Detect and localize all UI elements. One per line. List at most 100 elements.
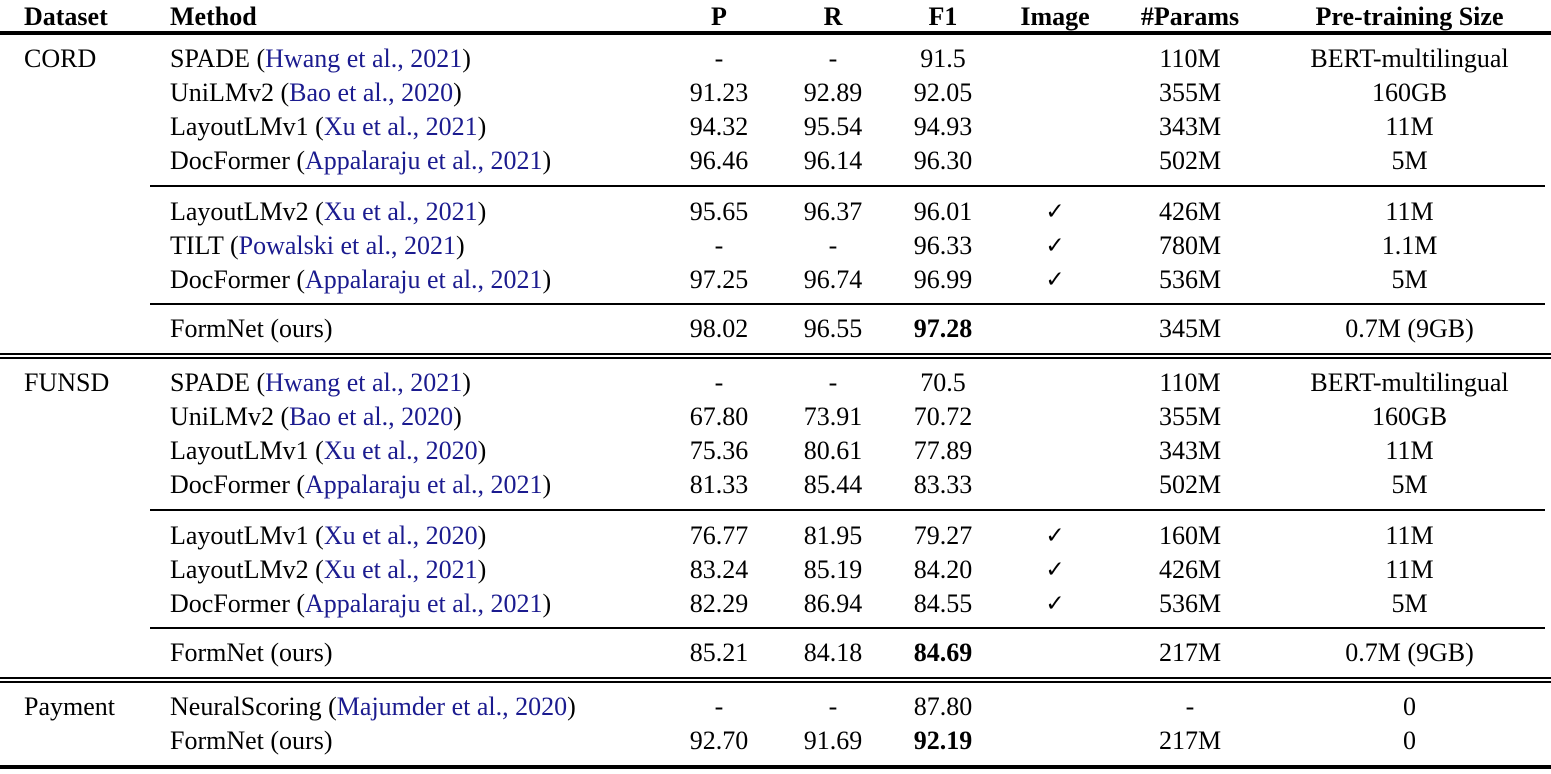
column-header-pretraining-size: Pre-training Size	[1315, 2, 1504, 31]
cell-f1: 91.5	[888, 42, 998, 76]
p-value: 97.25	[689, 264, 749, 294]
cell-f1: 79.27	[888, 519, 998, 553]
r-value: 96.74	[803, 264, 863, 294]
method-name-suffix: )	[453, 78, 462, 107]
f1-value: 94.93	[913, 112, 973, 141]
cell-p: 75.36	[660, 434, 778, 468]
citation-link[interactable]: Majumder et al., 2020	[336, 692, 568, 721]
params-value: 502M	[1158, 470, 1222, 499]
params-value: 426M	[1158, 196, 1222, 226]
cell-pretraining-size: 160GB	[1268, 76, 1551, 110]
cell-params: 355M	[1112, 76, 1268, 110]
params-value: 502M	[1158, 146, 1222, 175]
citation-link[interactable]: Appalaraju et al., 2021	[305, 588, 543, 618]
method-name-suffix: )	[455, 230, 465, 260]
cell-pretraining-size: 5M	[1268, 263, 1551, 297]
f1-value: 92.19	[913, 726, 973, 755]
f1-value: 70.72	[913, 402, 973, 431]
cell-p: 85.21	[660, 636, 778, 670]
table-row: FormNet (ours) 98.02 96.55 97.28 345M 0.7M (9…	[0, 312, 1551, 346]
cell-dataset: CORD	[0, 42, 165, 76]
cell-pretraining-size: 5M	[1268, 144, 1551, 178]
section-divider-rule	[0, 677, 1551, 683]
f1-value: 83.33	[913, 470, 973, 499]
cell-params: 780M	[1112, 229, 1268, 263]
cell-method: FormNet (ours)	[165, 312, 660, 346]
cell-f1: 77.89	[888, 434, 998, 468]
pretraining-size-value: BERT-multilingual	[1310, 368, 1509, 397]
cell-f1: 97.28	[888, 312, 998, 346]
cell-p: -	[660, 229, 778, 263]
row-group: FormNet (ours) 98.02 96.55 97.28 345M 0.7M (9…	[0, 305, 1551, 353]
citation-link[interactable]: Xu et al., 2021	[323, 112, 478, 141]
pretraining-size-value: 160GB	[1371, 78, 1448, 107]
cell-p: 76.77	[660, 519, 778, 553]
p-value: 76.77	[689, 520, 749, 550]
cell-f1: 96.99	[888, 263, 998, 297]
cell-method: UniLMv2 (Bao et al., 2020)	[165, 400, 660, 434]
citation-link[interactable]: Hwang et al., 2021	[265, 368, 463, 397]
cell-p: 95.65	[660, 195, 778, 229]
pretraining-size-value: 0.7M (9GB)	[1345, 638, 1474, 667]
f1-value: 96.30	[913, 146, 973, 175]
params-value: 355M	[1158, 78, 1222, 107]
method-name: SPADE (	[170, 44, 266, 73]
row-group: LayoutLMv2 (Xu et al., 2021) 95.65 96.37 96…	[0, 187, 1551, 303]
cell-method: DocFormer (Appalaraju et al., 2021)	[165, 587, 660, 621]
citation-link[interactable]: Xu et al., 2020	[323, 520, 478, 550]
cell-f1: 83.33	[888, 468, 998, 502]
pretraining-size-value: 11M	[1385, 436, 1434, 465]
citation-link[interactable]: Bao et al., 2020	[289, 402, 454, 431]
params-value: 536M	[1158, 264, 1222, 294]
citation-link[interactable]: Appalaraju et al., 2021	[305, 264, 543, 294]
params-value: 343M	[1158, 436, 1222, 465]
dataset-label: Payment	[24, 692, 115, 721]
params-value: 355M	[1158, 402, 1222, 431]
cell-method: SPADE (Hwang et al., 2021)	[165, 366, 660, 400]
pretraining-size-value: 11M	[1385, 112, 1434, 141]
method-name: NeuralScoring (	[170, 692, 337, 721]
table-row: DocFormer (Appalaraju et al., 2021) 96.46…	[0, 144, 1551, 178]
citation-link[interactable]: Xu et al., 2021	[323, 196, 478, 226]
r-value: 95.54	[803, 112, 863, 141]
method-name-suffix: )	[477, 112, 487, 141]
group-divider-rule	[150, 627, 1545, 629]
cell-r: 95.54	[778, 110, 888, 144]
cell-r: 96.37	[778, 195, 888, 229]
table-row: TILT (Powalski et al., 2021) - - 96.33 ✓ 780M…	[0, 228, 1551, 262]
cell-p: -	[660, 690, 778, 724]
method-name: UniLMv2 (	[170, 402, 290, 431]
citation-link[interactable]: Bao et al., 2020	[289, 78, 454, 107]
method-name: DocFormer (	[170, 146, 306, 175]
method-name-suffix: )	[567, 692, 576, 721]
cell-pretraining-size: 5M	[1268, 468, 1551, 502]
cell-r: 81.95	[778, 519, 888, 553]
header-rule	[0, 31, 1551, 35]
column-header-dataset: Dataset	[24, 2, 108, 31]
cell-params: 160M	[1112, 519, 1268, 553]
f1-value: 92.05	[913, 78, 973, 107]
citation-link[interactable]: Xu et al., 2021	[323, 554, 478, 584]
params-value: 160M	[1158, 520, 1222, 550]
checkmark-icon: ✓	[1045, 267, 1065, 293]
f1-value: 96.99	[913, 264, 973, 294]
cell-p: 92.70	[660, 724, 778, 758]
cell-params: 217M	[1112, 724, 1268, 758]
citation-link[interactable]: Appalaraju et al., 2021	[305, 470, 543, 499]
r-value: 96.55	[803, 314, 863, 343]
cell-pretraining-size: 0.7M (9GB)	[1268, 312, 1551, 346]
citation-link[interactable]: Hwang et al., 2021	[265, 44, 463, 73]
cell-pretraining-size: 0	[1268, 690, 1551, 724]
table-row: UniLMv2 (Bao et al., 2020) 67.80 73.91 70.7…	[0, 400, 1551, 434]
citation-link[interactable]: Appalaraju et al., 2021	[305, 146, 543, 175]
citation-link[interactable]: Powalski et al., 2021	[238, 230, 456, 260]
p-value: -	[714, 44, 724, 73]
cell-r: -	[778, 42, 888, 76]
checkmark-icon: ✓	[1045, 591, 1065, 617]
citation-link[interactable]: Xu et al., 2020	[323, 436, 478, 465]
params-value: 426M	[1158, 554, 1222, 584]
r-value: 91.69	[803, 726, 863, 755]
cell-params: 426M	[1112, 553, 1268, 587]
checkmark-icon: ✓	[1045, 523, 1065, 549]
cell-pretraining-size: 0.7M (9GB)	[1268, 636, 1551, 670]
